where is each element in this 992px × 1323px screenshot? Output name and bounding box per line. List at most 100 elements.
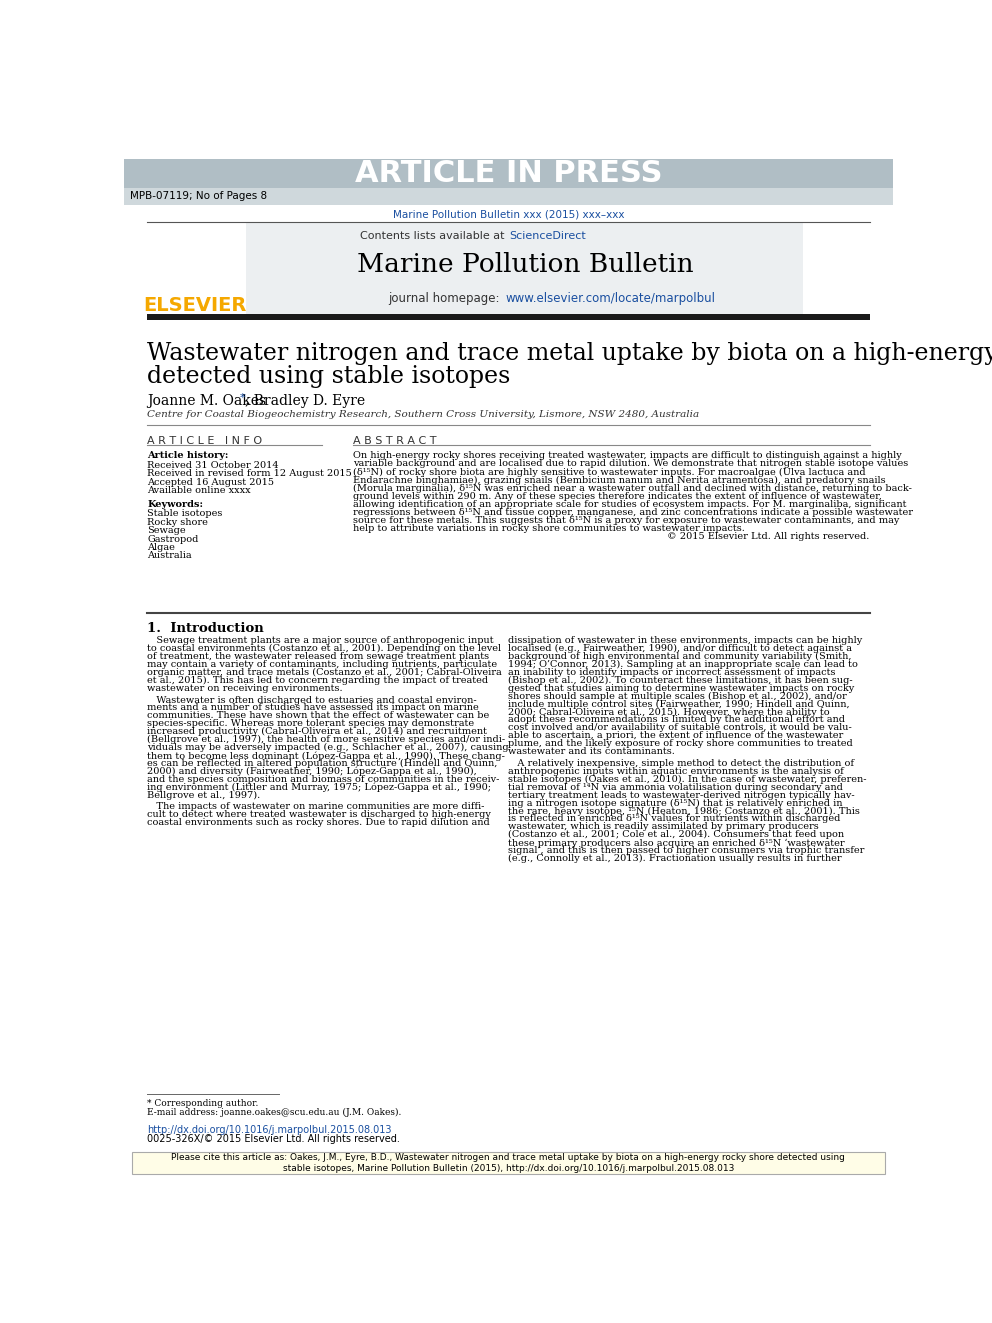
Text: (Morula marginalia), δ¹⁵N was enriched near a wastewater outfall and declined wi: (Morula marginalia), δ¹⁵N was enriched n… [352, 484, 912, 493]
Text: stable isotopes (Oakes et al., 2010). In the case of wastewater, preferen-: stable isotopes (Oakes et al., 2010). In… [509, 775, 867, 785]
Text: *: * [240, 393, 246, 402]
Text: anthropogenic inputs within aquatic environments is the analysis of: anthropogenic inputs within aquatic envi… [509, 767, 844, 775]
Text: (Bellgrove et al., 1997), the health of more sensitive species and/or indi-: (Bellgrove et al., 1997), the health of … [147, 736, 505, 745]
Text: (Costanzo et al., 2001; Cole et al., 2004). Consumers that feed upon: (Costanzo et al., 2001; Cole et al., 200… [509, 831, 844, 840]
FancyBboxPatch shape [132, 1152, 885, 1174]
Text: Article history:: Article history: [147, 451, 228, 460]
Text: et al., 2015). This has led to concern regarding the impact of treated: et al., 2015). This has led to concern r… [147, 676, 488, 685]
Text: the rare, heavy isotope, ¹⁵N (Heaton, 1986; Costanzo et al., 2001). This: the rare, heavy isotope, ¹⁵N (Heaton, 19… [509, 807, 860, 816]
Text: http://dx.doi.org/10.1016/j.marpolbul.2015.08.013: http://dx.doi.org/10.1016/j.marpolbul.20… [147, 1125, 392, 1135]
Text: Stable isotopes: Stable isotopes [147, 509, 222, 519]
Text: 1.  Introduction: 1. Introduction [147, 622, 264, 635]
Text: source for these metals. This suggests that δ¹⁵N is a proxy for exposure to wast: source for these metals. This suggests t… [352, 516, 899, 525]
Text: organic matter, and trace metals (Costanzo et al., 2001; Cabral-Oliveira: organic matter, and trace metals (Costan… [147, 668, 502, 677]
Text: Received in revised form 12 August 2015: Received in revised form 12 August 2015 [147, 470, 352, 478]
Text: © 2015 Elsevier Ltd. All rights reserved.: © 2015 Elsevier Ltd. All rights reserved… [668, 532, 870, 541]
Text: to coastal environments (Costanzo et al., 2001). Depending on the level: to coastal environments (Costanzo et al.… [147, 644, 501, 654]
Text: these primary producers also acquire an enriched δ¹⁵N ‘wastewater: these primary producers also acquire an … [509, 839, 845, 848]
Text: coastal environments such as rocky shores. Due to rapid dilution and: coastal environments such as rocky shore… [147, 819, 490, 827]
Text: A R T I C L E   I N F O: A R T I C L E I N F O [147, 437, 262, 446]
Text: es can be reflected in altered population structure (Hindell and Quinn,: es can be reflected in altered populatio… [147, 759, 498, 769]
Text: wastewater on receiving environments.: wastewater on receiving environments. [147, 684, 343, 693]
Text: viduals may be adversely impacted (e.g., Schlacher et al., 2007), causing: viduals may be adversely impacted (e.g.,… [147, 744, 509, 753]
Text: able to ascertain, a priori, the extent of influence of the wastewater: able to ascertain, a priori, the extent … [509, 732, 843, 741]
Text: cult to detect where treated wastewater is discharged to high-energy: cult to detect where treated wastewater … [147, 811, 491, 819]
Text: (e.g., Connolly et al., 2013). Fractionation usually results in further: (e.g., Connolly et al., 2013). Fractiona… [509, 855, 842, 864]
Text: Australia: Australia [147, 552, 191, 561]
Text: ments and a number of studies have assessed its impact on marine: ments and a number of studies have asses… [147, 704, 479, 713]
Text: Please cite this article as: Oakes, J.M., Eyre, B.D., Wastewater nitrogen and tr: Please cite this article as: Oakes, J.M.… [172, 1154, 845, 1172]
FancyBboxPatch shape [246, 222, 803, 314]
Text: ScienceDirect: ScienceDirect [509, 230, 586, 241]
Text: adopt these recommendations is limited by the additional effort and: adopt these recommendations is limited b… [509, 716, 845, 725]
Text: 1994; O’Connor, 2013). Sampling at an inappropriate scale can lead to: 1994; O’Connor, 2013). Sampling at an in… [509, 660, 858, 669]
Text: increased productivity (Cabral-Oliveira et al., 2014) and recruitment: increased productivity (Cabral-Oliveira … [147, 728, 487, 737]
Text: Bellgrove et al., 1997).: Bellgrove et al., 1997). [147, 791, 261, 800]
Text: 2000) and diversity (Fairweather, 1990; López-Gappa et al., 1990),: 2000) and diversity (Fairweather, 1990; … [147, 767, 477, 777]
Text: variable background and are localised due to rapid dilution. We demonstrate that: variable background and are localised du… [352, 459, 908, 468]
Text: Wastewater nitrogen and trace metal uptake by biota on a high-energy rocky shore: Wastewater nitrogen and trace metal upta… [147, 343, 992, 365]
Text: On high-energy rocky shores receiving treated wastewater, impacts are difficult : On high-energy rocky shores receiving tr… [352, 451, 902, 460]
Text: Algae: Algae [147, 542, 176, 552]
Text: Rocky shore: Rocky shore [147, 517, 208, 527]
Text: help to attribute variations in rocky shore communities to wastewater impacts.: help to attribute variations in rocky sh… [352, 524, 745, 533]
Text: shores should sample at multiple scales (Bishop et al., 2002), and/or: shores should sample at multiple scales … [509, 692, 847, 701]
Text: Marine Pollution Bulletin xxx (2015) xxx–xxx: Marine Pollution Bulletin xxx (2015) xxx… [393, 209, 624, 220]
Text: (δ¹⁵N) of rocky shore biota are highly sensitive to wastewater inputs. For macro: (δ¹⁵N) of rocky shore biota are highly s… [352, 467, 865, 476]
Text: wastewater and its contaminants.: wastewater and its contaminants. [509, 747, 676, 757]
Text: www.elsevier.com/locate/marpolbul: www.elsevier.com/locate/marpolbul [505, 292, 715, 306]
Text: journal homepage:: journal homepage: [389, 292, 504, 306]
Text: allowing identification of an appropriate scale for studies of ecosystem impacts: allowing identification of an appropriat… [352, 500, 906, 509]
Text: Joanne M. Oakes: Joanne M. Oakes [147, 394, 267, 409]
Text: tertiary treatment leads to wastewater-derived nitrogen typically hav-: tertiary treatment leads to wastewater-d… [509, 791, 855, 799]
Text: Keywords:: Keywords: [147, 500, 203, 509]
Text: cost involved and/or availability of suitable controls, it would be valu-: cost involved and/or availability of sui… [509, 724, 852, 733]
Text: , Bradley D. Eyre: , Bradley D. Eyre [245, 394, 365, 409]
Text: and the species composition and biomass of communities in the receiv-: and the species composition and biomass … [147, 775, 500, 783]
Text: Centre for Coastal Biogeochemistry Research, Southern Cross University, Lismore,: Centre for Coastal Biogeochemistry Resea… [147, 410, 699, 419]
Text: 2000; Cabral-Oliveira et al., 2015). However, where the ability to: 2000; Cabral-Oliveira et al., 2015). How… [509, 708, 830, 717]
Text: Available online xxxx: Available online xxxx [147, 486, 251, 495]
Text: tial removal of ¹⁴N via ammonia volatilisation during secondary and: tial removal of ¹⁴N via ammonia volatili… [509, 783, 843, 791]
Text: them to become less dominant (López-Gappa et al., 1990). These chang-: them to become less dominant (López-Gapp… [147, 751, 505, 761]
Text: E-mail address: joanne.oakes@scu.edu.au (J.M. Oakes).: E-mail address: joanne.oakes@scu.edu.au … [147, 1107, 402, 1117]
Text: plume, and the likely exposure of rocky shore communities to treated: plume, and the likely exposure of rocky … [509, 740, 853, 749]
Text: Contents lists available at: Contents lists available at [360, 230, 508, 241]
Text: Gastropod: Gastropod [147, 534, 198, 544]
Text: localised (e.g., Fairweather, 1990), and/or difficult to detect against a: localised (e.g., Fairweather, 1990), and… [509, 644, 852, 654]
Text: 0025-326X/© 2015 Elsevier Ltd. All rights reserved.: 0025-326X/© 2015 Elsevier Ltd. All right… [147, 1134, 400, 1144]
Text: Accepted 16 August 2015: Accepted 16 August 2015 [147, 478, 274, 487]
Text: include multiple control sites (Fairweather, 1990; Hindell and Quinn,: include multiple control sites (Fairweat… [509, 700, 850, 709]
FancyBboxPatch shape [124, 159, 893, 188]
Text: wastewater, which is readily assimilated by primary producers: wastewater, which is readily assimilated… [509, 823, 819, 831]
Text: ing a nitrogen isotope signature (δ¹⁵N) that is relatively enriched in: ing a nitrogen isotope signature (δ¹⁵N) … [509, 799, 843, 808]
Text: may contain a variety of contaminants, including nutrients, particulate: may contain a variety of contaminants, i… [147, 660, 497, 669]
Text: gested that studies aiming to determine wastewater impacts on rocky: gested that studies aiming to determine … [509, 684, 855, 693]
Text: Endarachne binghamiae), grazing snails (Bembicium nanum and Nerita atramentosa),: Endarachne binghamiae), grazing snails (… [352, 475, 885, 484]
FancyBboxPatch shape [147, 314, 870, 320]
Text: A B S T R A C T: A B S T R A C T [352, 437, 436, 446]
Text: detected using stable isotopes: detected using stable isotopes [147, 365, 511, 388]
Text: communities. These have shown that the effect of wastewater can be: communities. These have shown that the e… [147, 712, 489, 721]
Text: The impacts of wastewater on marine communities are more diffi-: The impacts of wastewater on marine comm… [147, 803, 485, 811]
Text: ARTICLE IN PRESS: ARTICLE IN PRESS [355, 159, 662, 188]
Text: Wastewater is often discharged to estuaries and coastal environ-: Wastewater is often discharged to estuar… [147, 696, 477, 705]
Text: Sewage treatment plants are a major source of anthropogenic input: Sewage treatment plants are a major sour… [147, 636, 494, 646]
Text: of treatment, the wastewater released from sewage treatment plants: of treatment, the wastewater released fr… [147, 652, 489, 662]
Text: Marine Pollution Bulletin: Marine Pollution Bulletin [357, 251, 693, 277]
Text: ground levels within 290 m. Any of these species therefore indicates the extent : ground levels within 290 m. Any of these… [352, 492, 882, 501]
Text: ELSEVIER: ELSEVIER [144, 295, 247, 315]
Text: an inability to identify impacts or incorrect assessment of impacts: an inability to identify impacts or inco… [509, 668, 836, 677]
Text: signal’, and this is then passed to higher consumers via trophic transfer: signal’, and this is then passed to high… [509, 847, 865, 855]
Text: MPB-07119; No of Pages 8: MPB-07119; No of Pages 8 [130, 192, 267, 201]
Text: * Corresponding author.: * Corresponding author. [147, 1099, 259, 1107]
Text: (Bishop et al., 2002). To counteract these limitations, it has been sug-: (Bishop et al., 2002). To counteract the… [509, 676, 853, 685]
Text: ing environment (Littler and Murray, 1975; López-Gappa et al., 1990;: ing environment (Littler and Murray, 197… [147, 783, 491, 792]
Text: species-specific. Whereas more tolerant species may demonstrate: species-specific. Whereas more tolerant … [147, 720, 474, 729]
Text: regressions between δ¹⁵N and tissue copper, manganese, and zinc concentrations i: regressions between δ¹⁵N and tissue copp… [352, 508, 913, 517]
Text: A relatively inexpensive, simple method to detect the distribution of: A relatively inexpensive, simple method … [509, 759, 854, 767]
Text: dissipation of wastewater in these environments, impacts can be highly: dissipation of wastewater in these envir… [509, 636, 863, 646]
Text: Sewage: Sewage [147, 527, 186, 534]
Text: Received 31 October 2014: Received 31 October 2014 [147, 460, 279, 470]
FancyBboxPatch shape [124, 188, 893, 205]
